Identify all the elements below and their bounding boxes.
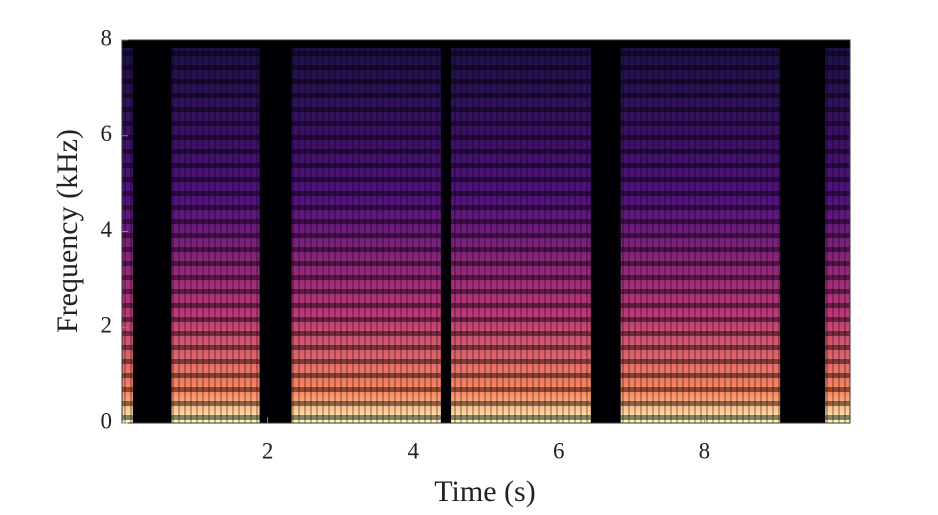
- y-tick-label: 6: [101, 121, 113, 146]
- spectral-segment: [291, 48, 441, 423]
- segment-harmonics: [291, 48, 441, 423]
- segment-harmonics: [171, 48, 260, 423]
- y-tick-label: 0: [101, 408, 113, 433]
- x-tick-label: 4: [407, 438, 419, 463]
- y-tick-label: 2: [101, 313, 113, 338]
- spectral-segment: [451, 48, 591, 423]
- y-tick-label: 4: [101, 217, 113, 242]
- y-axis-label: Frequency (kHz): [51, 129, 84, 333]
- spectral-segment: [825, 48, 850, 423]
- spectral-segment: [620, 48, 781, 423]
- segment-harmonics: [122, 48, 133, 423]
- segment-harmonics: [451, 48, 591, 423]
- spectral-segment: [122, 48, 133, 423]
- x-tick-label: 2: [262, 438, 274, 463]
- segment-harmonics: [825, 48, 850, 423]
- x-tick-label: 6: [553, 438, 565, 463]
- spectral-segment: [171, 48, 260, 423]
- x-tick-label: 8: [699, 438, 711, 463]
- y-tick-label: 8: [101, 25, 113, 50]
- x-axis-label: Time (s): [434, 475, 535, 508]
- segment-harmonics: [620, 48, 781, 423]
